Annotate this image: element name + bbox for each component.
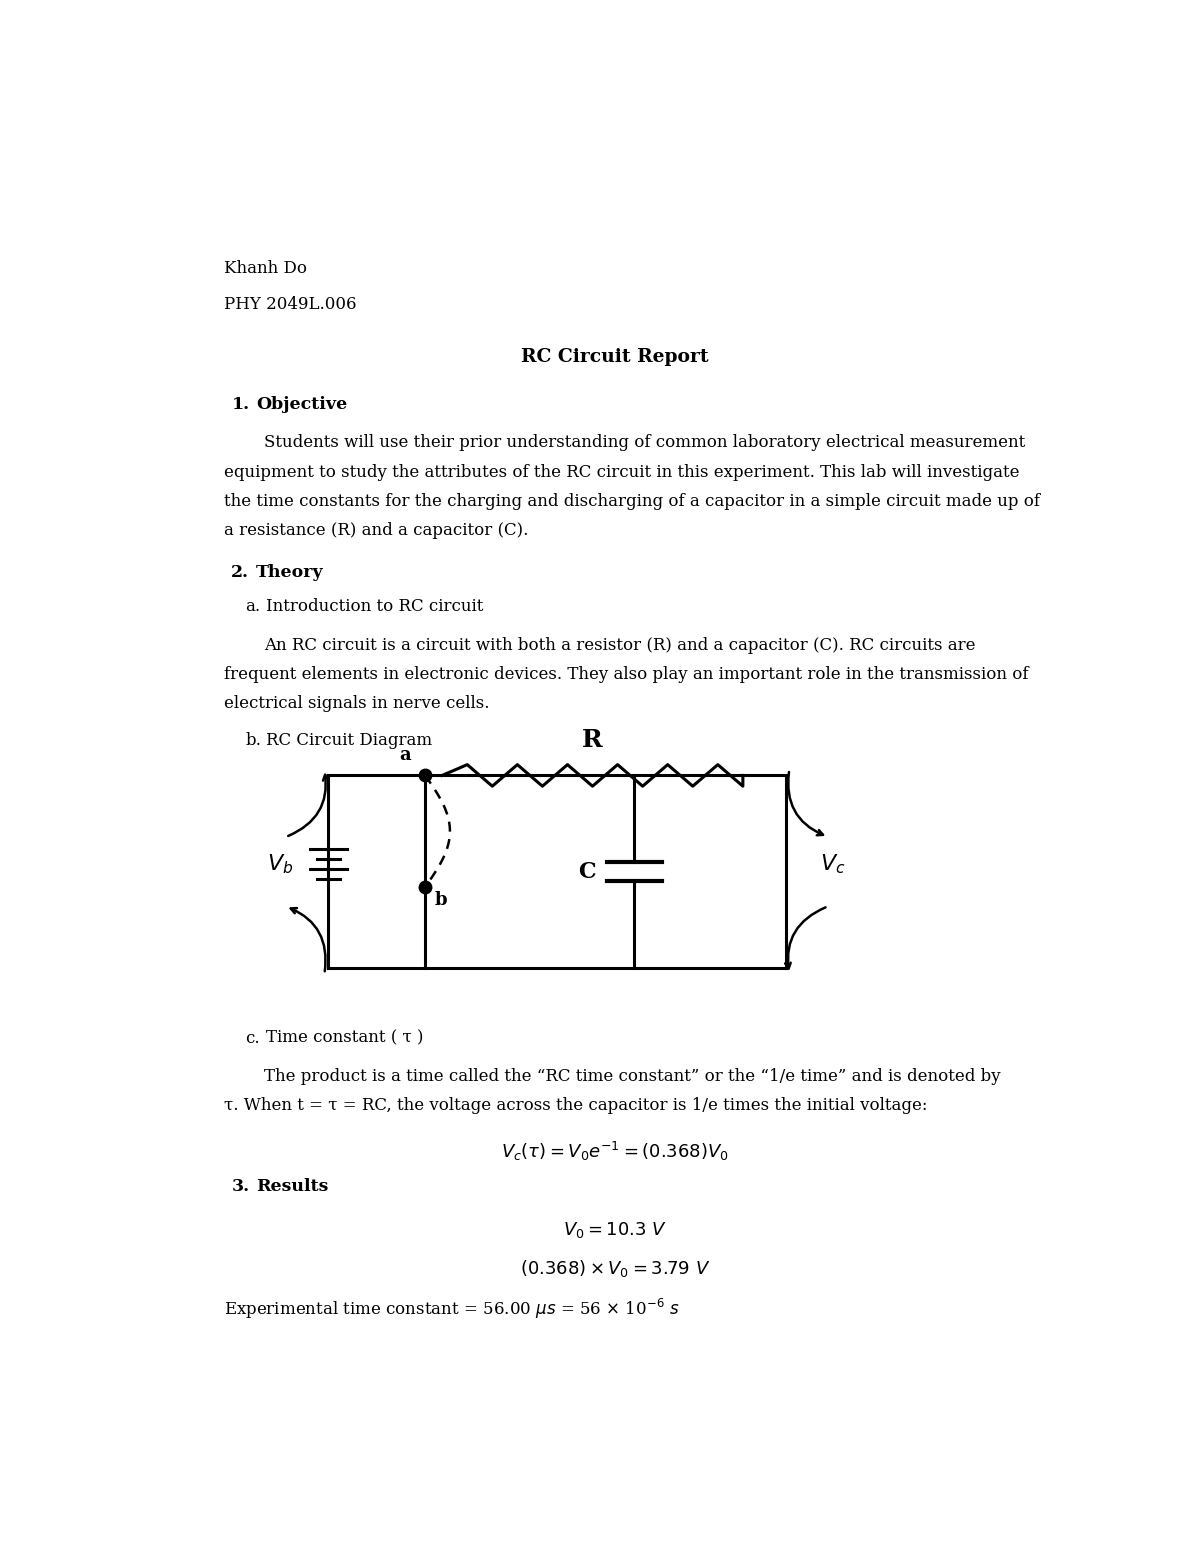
Text: Introduction to RC circuit: Introduction to RC circuit [266,598,484,615]
Text: 2.: 2. [232,564,250,581]
Text: Theory: Theory [256,564,324,581]
Text: a.: a. [245,598,260,615]
Text: An RC circuit is a circuit with both a resistor (R) and a capacitor (C). RC circ: An RC circuit is a circuit with both a r… [264,637,976,654]
Text: a resistance (R) and a capacitor (C).: a resistance (R) and a capacitor (C). [223,522,528,539]
Text: electrical signals in nerve cells.: electrical signals in nerve cells. [223,696,490,713]
Text: PHY 2049L.006: PHY 2049L.006 [223,295,356,312]
Text: frequent elements in electronic devices. They also play an important role in the: frequent elements in electronic devices.… [223,666,1028,683]
Text: b.: b. [245,731,262,749]
Text: b: b [434,891,448,909]
Text: Time constant ( τ ): Time constant ( τ ) [266,1030,424,1047]
Text: 1.: 1. [232,396,250,413]
Text: the time constants for the charging and discharging of a capacitor in a simple c: the time constants for the charging and … [223,492,1039,509]
Text: C: C [578,860,595,882]
Text: c.: c. [245,1030,260,1047]
Text: 3.: 3. [232,1179,250,1196]
Text: Experimental time constant = 56.00 $\mu s$ = 56 $\times$ 10$^{-6}$ $s$: Experimental time constant = 56.00 $\mu … [223,1297,679,1320]
Text: Khanh Do: Khanh Do [223,259,307,276]
Text: RC Circuit Report: RC Circuit Report [521,348,709,367]
Text: Students will use their prior understanding of common laboratory electrical meas: Students will use their prior understand… [264,435,1025,452]
Text: The product is a time called the “RC time constant” or the “1/e time” and is den: The product is a time called the “RC tim… [264,1068,1001,1086]
Text: R: R [582,728,602,752]
Text: $V_0 = 10.3\ V$: $V_0 = 10.3\ V$ [563,1219,667,1239]
Text: Results: Results [256,1179,329,1196]
Text: $V_c(\tau) = V_0e^{-1} = (0.368)V_0$: $V_c(\tau) = V_0e^{-1} = (0.368)V_0$ [502,1140,728,1163]
Text: τ. When t = τ = RC, the voltage across the capacitor is 1/e times the initial vo: τ. When t = τ = RC, the voltage across t… [223,1098,928,1114]
Text: $V_c$: $V_c$ [821,853,846,876]
Text: Objective: Objective [256,396,348,413]
Text: a: a [400,745,412,764]
Text: $V_b$: $V_b$ [268,853,293,876]
Text: $(0.368) \times V_0 = 3.79\ V$: $(0.368) \times V_0 = 3.79\ V$ [520,1258,710,1280]
Text: equipment to study the attributes of the RC circuit in this experiment. This lab: equipment to study the attributes of the… [223,463,1019,480]
Text: RC Circuit Diagram: RC Circuit Diagram [266,731,432,749]
